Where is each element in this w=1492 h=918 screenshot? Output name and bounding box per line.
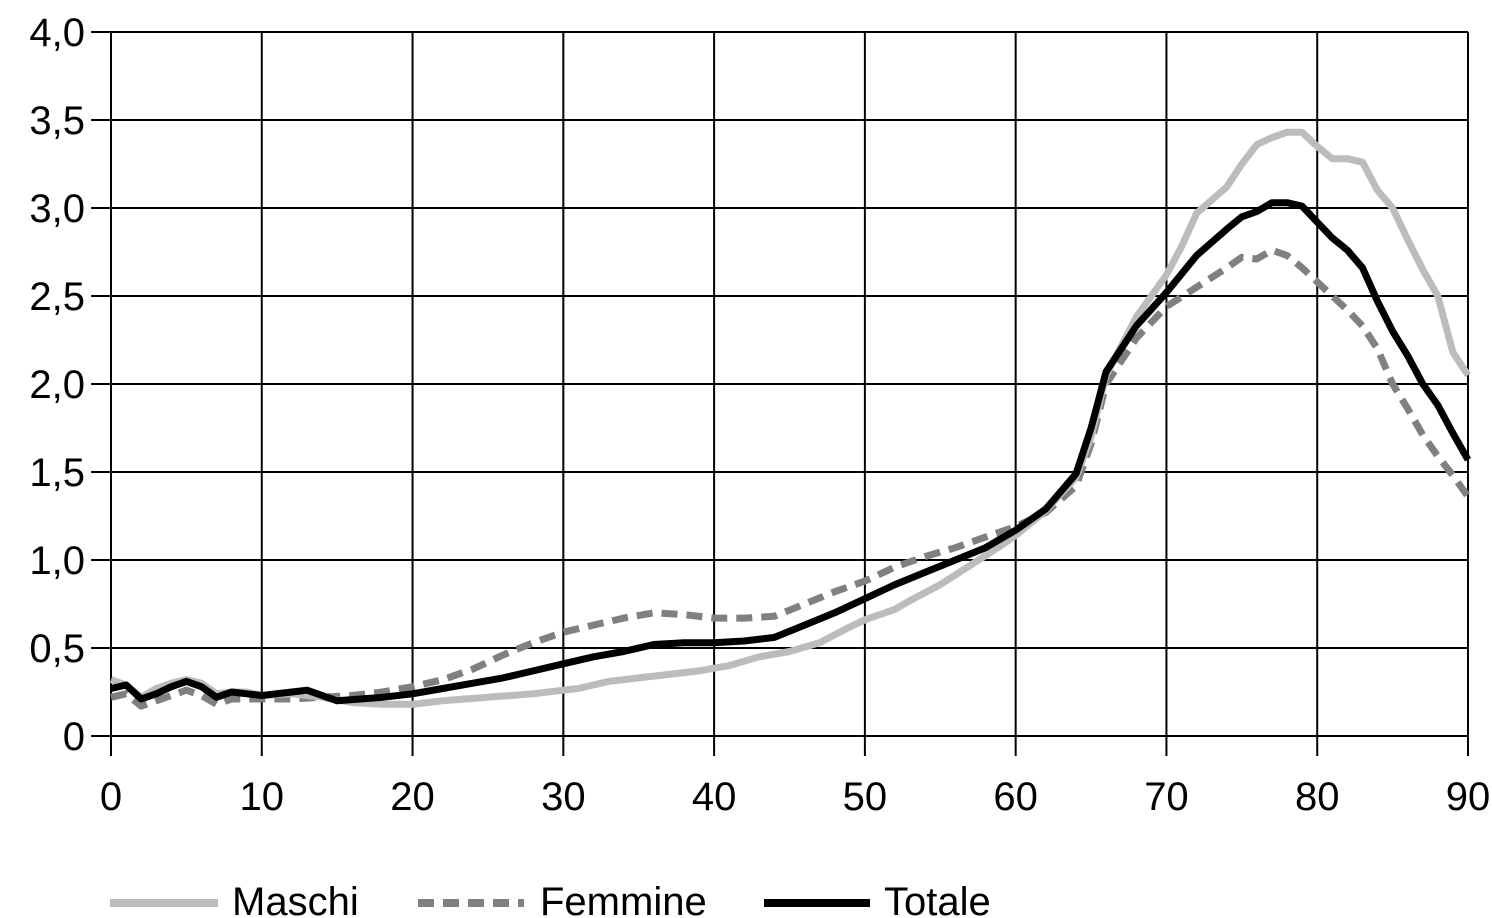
x-tick-label: 80 — [1295, 775, 1340, 819]
axes — [91, 31, 1469, 756]
legend-label-femmine: Femmine — [540, 880, 707, 918]
series-line-maschi — [109, 128, 1471, 708]
x-tick-label: 70 — [1144, 775, 1189, 819]
y-tick-label: 3,0 — [29, 187, 85, 231]
y-tick-label: 0 — [63, 715, 85, 759]
legend-label-maschi: Maschi — [232, 880, 359, 918]
y-tick-label: 1,0 — [29, 539, 85, 583]
y-tick-label: 2,5 — [29, 275, 85, 319]
x-axis-tick-labels: 0 10 20 30 40 50 60 70 80 90 — [100, 775, 1490, 819]
x-tick-label: 90 — [1446, 775, 1491, 819]
x-tick-label: 30 — [541, 775, 586, 819]
x-tick-label: 50 — [843, 775, 888, 819]
y-tick-label: 3,5 — [29, 99, 85, 143]
x-tick-label: 60 — [993, 775, 1038, 819]
y-tick-label: 1,5 — [29, 451, 85, 495]
y-tick-label: 4,0 — [29, 11, 85, 55]
legend: Maschi Femmine Totale — [110, 880, 991, 918]
x-tick-label: 0 — [100, 775, 122, 819]
x-tick-label: 40 — [692, 775, 737, 819]
series-line-totale — [110, 199, 1472, 705]
x-tick-label: 20 — [390, 775, 435, 819]
series-lines — [109, 128, 1472, 710]
y-tick-label: 2,0 — [29, 363, 85, 407]
legend-label-totale: Totale — [884, 880, 991, 918]
x-tick-label: 10 — [240, 775, 285, 819]
series-line-femmine — [110, 246, 1471, 710]
y-axis-tick-labels: 0 0,5 1,0 1,5 2,0 2,5 3,0 3,5 4,0 — [29, 11, 85, 759]
y-tick-label: 0,5 — [29, 627, 85, 671]
